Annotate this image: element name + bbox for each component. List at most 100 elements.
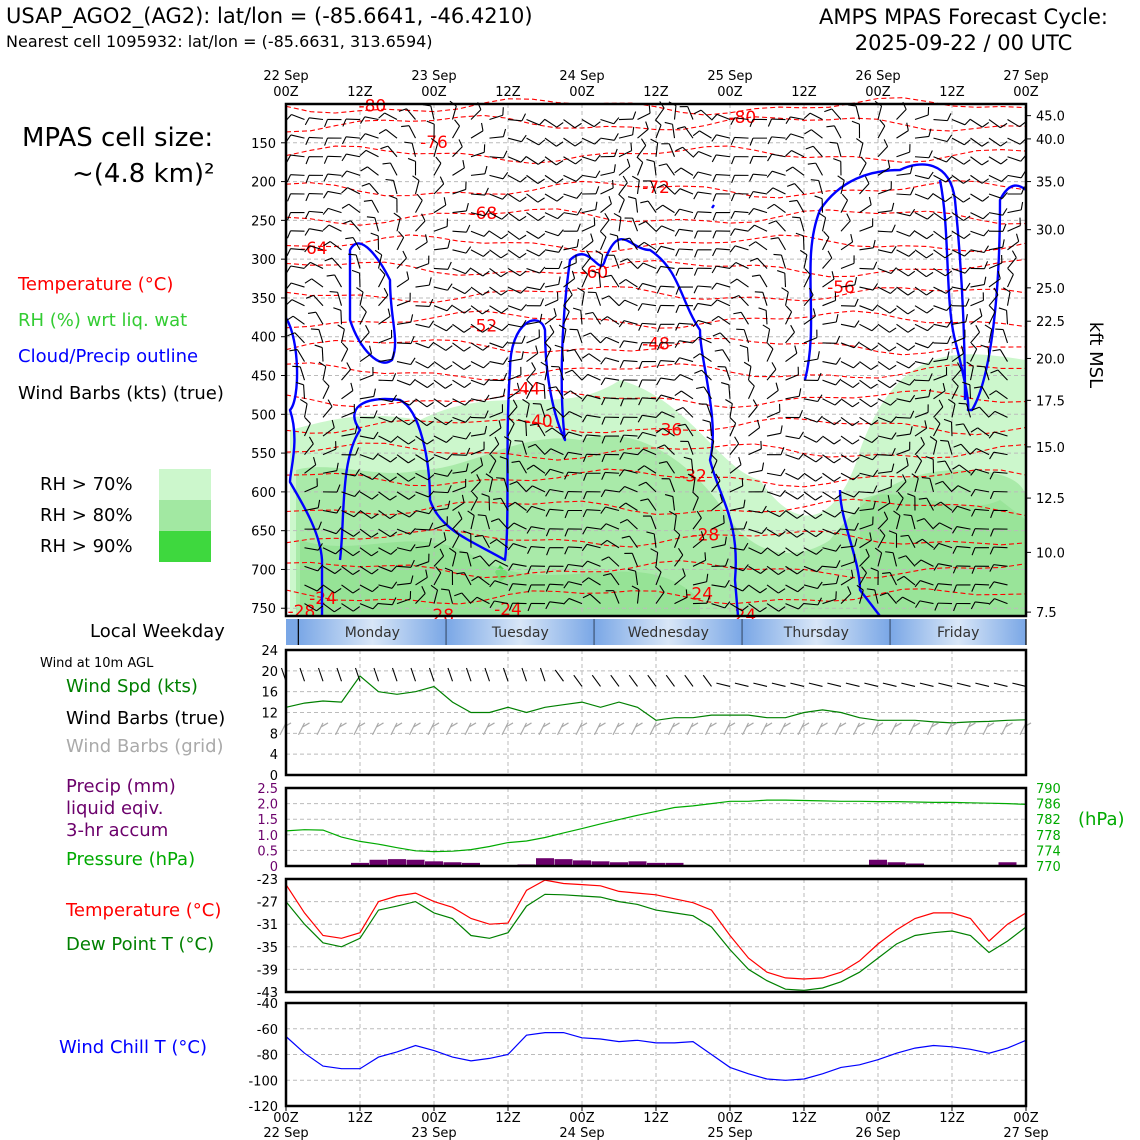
wind-barb-feather	[521, 319, 527, 328]
wind-barb	[785, 345, 798, 362]
wind-barb-staff	[711, 522, 725, 530]
wind-barb-feather	[706, 573, 709, 582]
wind-barb-feather	[1020, 186, 1025, 195]
wind-barb	[415, 341, 435, 349]
wind-barb	[322, 547, 342, 555]
wind-barb-feather	[618, 320, 625, 328]
wind-barb	[951, 505, 971, 513]
wind-barb	[322, 584, 342, 594]
wind-barb-feather	[785, 133, 792, 141]
wind-barb	[526, 137, 546, 146]
wind-barb-staff	[920, 559, 934, 567]
wind-barb-staff	[451, 105, 457, 120]
station-title: USAP_AGO2_(AG2): lat/lon = (-85.6641, -4…	[6, 4, 533, 28]
precip-bar	[443, 862, 462, 866]
wind-barb-feather	[484, 209, 490, 217]
wind-barb-feather	[890, 399, 897, 406]
wind-barb	[693, 191, 712, 200]
wind-barb-feather	[951, 505, 958, 513]
wind-barb-feather	[508, 417, 515, 424]
wind-barb	[896, 361, 916, 369]
wind-barb-staff	[682, 146, 694, 158]
wind-barb-staff	[746, 347, 750, 362]
wind-barb	[378, 268, 386, 288]
wind-barb	[642, 515, 657, 530]
wind-barb-feather	[527, 565, 532, 574]
wind-barb	[822, 544, 842, 552]
pressure-tick-label: 300	[251, 253, 276, 268]
wind-barb-feather	[582, 526, 588, 535]
wind-barb-grid	[908, 722, 916, 736]
wind-barb-feather	[675, 305, 680, 314]
chill-panel-tick-label: -40	[257, 997, 278, 1012]
wind-barb-staff	[914, 156, 930, 159]
precip-bar	[573, 860, 591, 866]
wind-barb-feather	[563, 390, 571, 396]
wind-barb	[359, 410, 378, 419]
wind-barb-staff	[840, 305, 856, 307]
wind-barb-staff	[951, 230, 965, 240]
wind-barb	[322, 224, 342, 232]
wind-barb-staff	[452, 230, 467, 233]
wind-barb-feather	[990, 510, 995, 519]
wind-barb-feather	[935, 480, 943, 485]
wind-barb	[507, 134, 527, 143]
wind-barb-true	[901, 682, 916, 687]
kft-tick-label: 20.0	[1036, 352, 1065, 367]
wind-barb-feather	[724, 601, 731, 609]
wind-barb	[470, 122, 484, 139]
wind-barb	[433, 416, 453, 426]
wind-barb-feather	[721, 382, 729, 386]
wind-barb-feather	[408, 419, 416, 426]
wind-barb	[803, 472, 823, 482]
wind-barb-grid	[741, 722, 750, 736]
wind-barb	[452, 463, 469, 474]
wind-barb-feather	[600, 316, 608, 322]
wind-barb-feather	[410, 575, 414, 584]
wind-barb	[856, 584, 864, 604]
weekday-label: Wednesday	[628, 625, 709, 641]
wind-barb-staff	[987, 347, 990, 362]
wind-barb-grid	[445, 722, 454, 736]
wind-barb-feather	[286, 154, 292, 163]
wind-barb-feather	[545, 584, 551, 592]
wind-barb	[856, 138, 864, 157]
wind-barb-feather	[658, 461, 667, 464]
wind-barb-staff	[313, 295, 324, 307]
wind-barb	[304, 436, 314, 455]
wind-barb-staff	[660, 360, 675, 363]
wind-barb-feather	[465, 246, 472, 254]
wind-barb-feather	[944, 215, 952, 222]
wind-barb	[619, 416, 638, 425]
wind-barb	[600, 179, 614, 195]
wind-barb	[433, 283, 453, 291]
wind-barb-staff	[993, 564, 1008, 567]
wind-barb-staff	[859, 524, 873, 530]
top-date-tick-label: 23 Sep	[411, 69, 456, 84]
wind-barb-feather	[992, 348, 1001, 352]
wind-barb-staff	[669, 478, 676, 493]
wind-barb-true	[665, 674, 675, 687]
wind-barb-staff	[951, 403, 956, 418]
wind-barb-staff	[877, 105, 883, 120]
wind-barb	[396, 435, 416, 445]
wind-barb	[304, 457, 317, 474]
wind-barb-feather	[371, 493, 379, 500]
wind-barb-staff	[581, 224, 595, 232]
wind-barb-staff	[716, 113, 731, 121]
wind-barb	[562, 305, 570, 325]
wind-barb	[893, 510, 901, 530]
wind-barb-grid-feather	[709, 722, 717, 728]
wind-barb-staff	[415, 263, 429, 269]
wind-barb-feather	[659, 585, 665, 593]
wind-barb-feather	[499, 456, 508, 460]
wind-barb	[345, 237, 361, 251]
wind-barb-feather	[637, 241, 645, 248]
wind-barb	[433, 240, 451, 251]
wind-barb-staff	[489, 156, 504, 159]
pressure-tick-label: 778	[1036, 829, 1061, 844]
wind-barb	[785, 472, 805, 480]
wind-barb	[489, 268, 508, 278]
wind-barb-staff	[507, 305, 522, 311]
wind-barb	[914, 230, 934, 240]
